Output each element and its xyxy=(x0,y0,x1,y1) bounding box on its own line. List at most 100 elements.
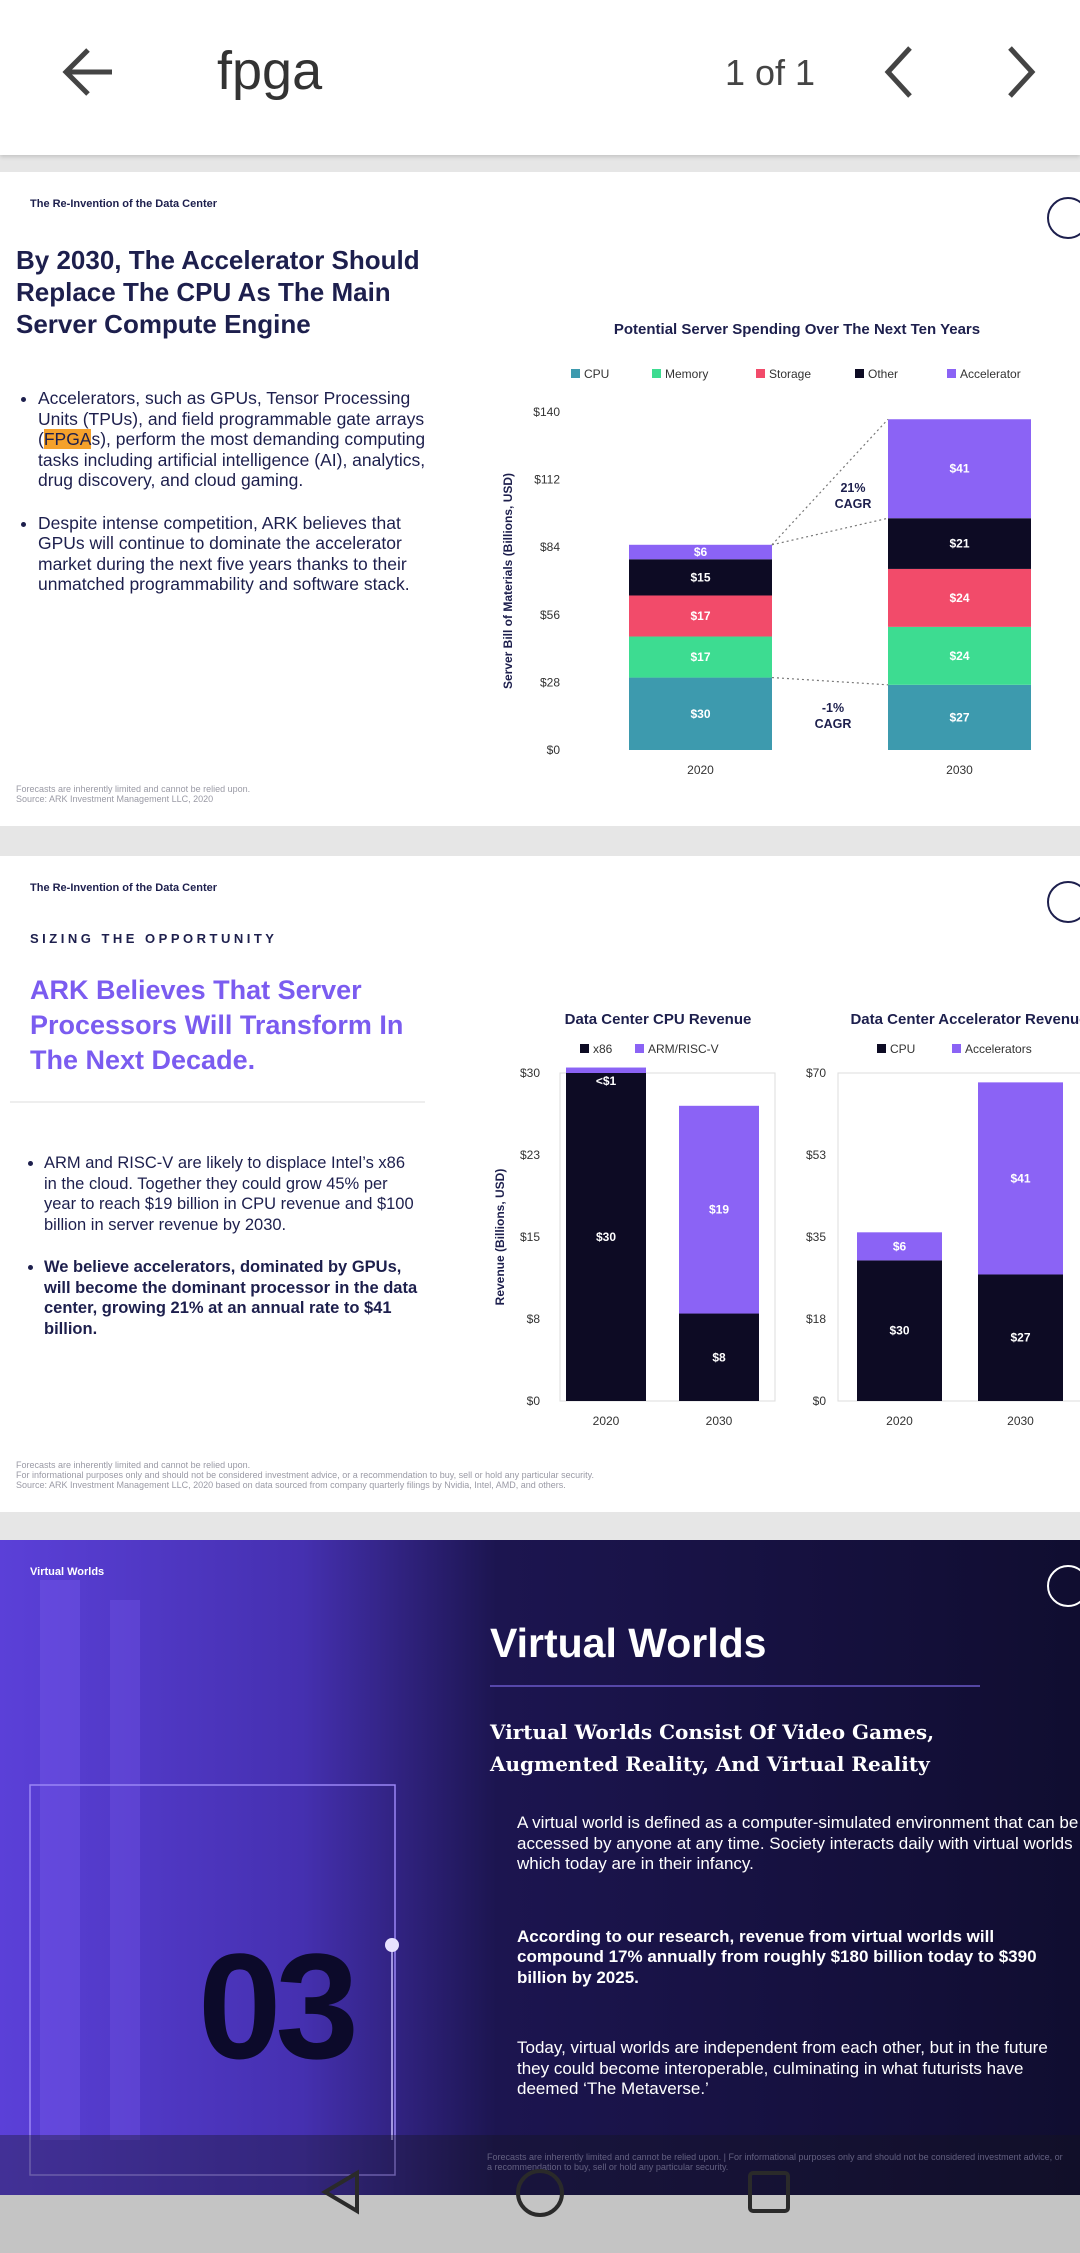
section-label: Virtual Worlds xyxy=(30,1566,105,1578)
search-query[interactable]: fpga xyxy=(217,41,323,101)
bullet: We believe accelerators, dominated by GP… xyxy=(44,1257,419,1339)
data-label: $30 xyxy=(596,1230,616,1244)
footnote-line: Forecasts are inherently limited and can… xyxy=(487,2152,1063,2172)
decor xyxy=(110,1600,140,2140)
bar-segment xyxy=(679,1313,759,1401)
bar-segment xyxy=(857,1260,942,1401)
bullets: Accelerators, such as GPUs, Tensor Proce… xyxy=(16,388,428,617)
legend-label: Accelerator xyxy=(960,367,1021,381)
nav-home[interactable] xyxy=(516,2169,564,2217)
chart-title: Data Center CPU Revenue xyxy=(565,1011,752,1028)
y-tick-label: $56 xyxy=(540,608,560,622)
data-label: <$1 xyxy=(596,1074,617,1088)
footnote-line: Forecasts are inherently limited and can… xyxy=(16,784,251,794)
data-label: $15 xyxy=(690,570,710,584)
back-button[interactable] xyxy=(62,48,112,96)
slide-graphics xyxy=(29,1565,1080,2176)
data-label: $27 xyxy=(1010,1331,1030,1345)
decor xyxy=(385,1938,399,1952)
bullet-text: Accelerators, such as GPUs, Tensor Proce… xyxy=(38,388,425,449)
match-count: 1 of 1 xyxy=(725,52,816,93)
y-tick-label: $15 xyxy=(520,1230,540,1244)
legend-swatch xyxy=(947,369,956,378)
toolbar-icons xyxy=(62,46,1036,98)
logo xyxy=(1047,1565,1080,1607)
y-tick-label: $0 xyxy=(527,1394,541,1408)
legend-label: Other xyxy=(868,367,898,381)
data-label: $24 xyxy=(949,591,969,605)
bullet: Accelerators, such as GPUs, Tensor Proce… xyxy=(38,388,428,491)
bar-segment xyxy=(629,595,772,637)
nav-back[interactable] xyxy=(321,2169,359,2215)
slide: Data Center CPU Revenue x86 ARM/RISC-V $0 $8… xyxy=(0,856,1080,1512)
y-tick-label: $140 xyxy=(533,405,560,419)
y-axis-label: Revenue (Billions, USD) xyxy=(493,1169,507,1306)
legend-swatch xyxy=(580,1044,589,1053)
footnote-line: Source: ARK Investment Management LLC, 2… xyxy=(16,794,214,804)
bullet-text: s), perform the most demanding computing… xyxy=(38,429,426,490)
nav-recents[interactable] xyxy=(748,2171,790,2213)
legend-swatch xyxy=(756,369,765,378)
bullet: Despite intense competition, ARK believe… xyxy=(38,513,428,595)
bar-segment xyxy=(978,1274,1063,1401)
cagr-line xyxy=(771,676,889,686)
data-label: $8 xyxy=(712,1350,726,1364)
bar-segment xyxy=(629,636,772,678)
bar-segment xyxy=(888,518,1031,569)
bullet: A virtual world is defined as a computer… xyxy=(517,1813,1079,1873)
x-tick-label: 2030 xyxy=(706,1414,733,1428)
logo xyxy=(1047,197,1080,239)
prev-match[interactable] xyxy=(884,46,912,98)
footnote: Forecasts are inherently limited and can… xyxy=(16,1460,594,1490)
slide-subtitle: Virtual Worlds Consist Of Video Games, A… xyxy=(490,1720,935,1776)
data-label: $6 xyxy=(893,1239,907,1253)
data-label: $41 xyxy=(949,462,969,476)
y-axis-label: Server Bill of Materials (Billions, USD) xyxy=(501,473,515,689)
plot-frame xyxy=(559,1072,776,1402)
data-label: $41 xyxy=(1010,1171,1030,1185)
x-tick-label: 2020 xyxy=(593,1414,620,1428)
y-tick-label: $112 xyxy=(534,473,560,487)
data-label: $30 xyxy=(889,1324,909,1338)
bar-segment xyxy=(679,1105,759,1314)
slide-title: By 2030, The Accelerator Should Replace … xyxy=(16,245,420,339)
legend-swatch xyxy=(877,1044,886,1053)
bar-segment xyxy=(888,626,1031,685)
data-label: $19 xyxy=(709,1203,729,1217)
y-tick-label: $53 xyxy=(806,1148,826,1162)
slide: Potential Server Spending Over The Next … xyxy=(0,172,1080,826)
y-tick-label: $30 xyxy=(520,1066,540,1080)
data-label: $21 xyxy=(949,537,969,551)
bar-segment xyxy=(888,419,1031,519)
chart-title: Potential Server Spending Over The Next … xyxy=(614,321,980,338)
search-highlight: FPGA xyxy=(43,429,92,449)
slide: Virtual Worlds 03 Virtual Worlds Virtual… xyxy=(0,1540,1080,2195)
legend-swatch xyxy=(952,1044,961,1053)
section-label: The Re-Invention of the Data Center xyxy=(30,882,218,894)
y-tick-label: $70 xyxy=(806,1066,826,1080)
footnote: Forecasts are inherently limited and can… xyxy=(16,784,250,804)
toolbar: fpga 1 of 1 xyxy=(0,0,1080,155)
chart-title: Data Center Accelerator Revenue xyxy=(850,1011,1080,1028)
bullet: ARM and RISC-V are likely to displace In… xyxy=(44,1153,419,1235)
annotation: CAGR xyxy=(815,717,852,731)
next-match[interactable] xyxy=(1008,46,1036,98)
data-label: $24 xyxy=(949,649,969,663)
footnote-line: Source: ARK Investment Management LLC, 2… xyxy=(16,1480,566,1490)
footnote-line: Forecasts are inherently limited and can… xyxy=(16,1460,251,1470)
data-label: $17 xyxy=(690,609,710,623)
nav-bar xyxy=(321,2169,790,2217)
x-tick-label: 2020 xyxy=(687,763,714,777)
legend-label: Accelerators xyxy=(965,1042,1032,1056)
footnote: Forecasts are inherently limited and can… xyxy=(487,2152,1067,2172)
y-tick-label: $28 xyxy=(540,675,560,689)
annotation: -1% xyxy=(822,701,844,715)
legend-swatch xyxy=(635,1044,644,1053)
legend-swatch xyxy=(652,369,661,378)
annotation: 21% xyxy=(840,481,865,495)
y-tick-label: $18 xyxy=(806,1312,826,1326)
bottom-bar xyxy=(0,2195,1080,2253)
frame xyxy=(29,1784,396,2176)
y-tick-label: $0 xyxy=(813,1394,827,1408)
